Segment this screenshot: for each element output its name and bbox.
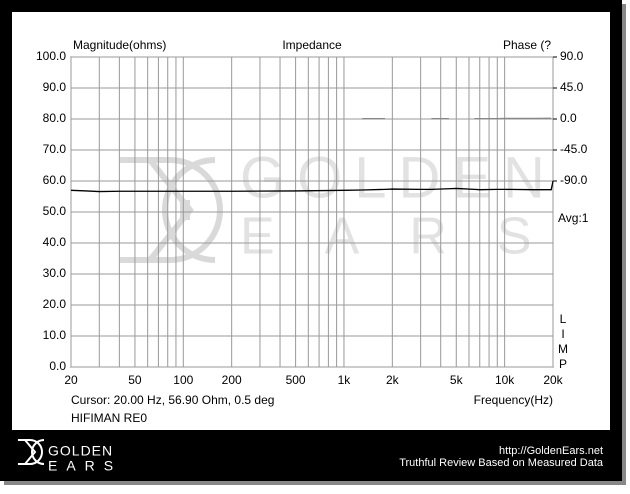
footer-brand: EARS [48,458,122,474]
y-tick-label: 50.0 [43,204,67,218]
y2-tick-label: 0.0 [560,111,577,125]
y-tick-label: 0.0 [49,359,66,373]
y2-tick-label: -90.0 [560,173,588,187]
x-tick-label: 50 [128,373,142,387]
y2-tick-label: 90.0 [560,49,584,63]
footer-tagline: Truthful Review Based on Measured Data [399,457,604,469]
x-tick-label: 100 [173,373,193,387]
footer-url: http://GoldenEars.net [499,445,603,457]
y2-tick-label: -45.0 [560,142,588,156]
y-tick-label: 60.0 [43,173,67,187]
y-tick-label: 90.0 [43,80,67,94]
y-tick-label: 80.0 [43,111,67,125]
y-tick-label: 70.0 [43,142,67,156]
averages: Avg:1 [558,211,589,225]
cursor-readout: Cursor: 20.00 Hz, 56.90 Ohm, 0.5 deg [71,393,274,407]
y-tick-label: 100.0 [36,49,66,63]
device-name: HIFIMAN RE0 [71,411,147,425]
watermark-speaker [180,200,190,220]
x-tick-label: 20 [64,373,78,387]
y-tick-label: 30.0 [43,266,67,280]
watermark-text: EARS [240,208,582,266]
y-axis-label: Magnitude(ohms) [73,38,166,52]
side-label: LIMP [556,312,570,372]
y-tick-label: 10.0 [43,328,67,342]
y2-tick-label: 45.0 [560,80,584,94]
x-tick-label: 500 [286,373,306,387]
x-axis-label: Frequency(Hz) [474,393,553,407]
x-tick-label: 5k [450,373,464,387]
x-tick-label: 200 [222,373,242,387]
watermark-text: GOLDEN [240,145,557,210]
y2-axis-label: Phase (? [503,38,551,52]
x-tick-label: 2k [386,373,400,387]
x-tick-label: 1k [338,373,352,387]
y-tick-label: 40.0 [43,235,67,249]
footer-brand: GOLDEN [48,443,113,459]
y-tick-label: 20.0 [43,297,67,311]
chart-title: Impedance [282,38,342,52]
x-tick-label: 20k [543,373,563,387]
x-tick-label: 10k [495,373,515,387]
